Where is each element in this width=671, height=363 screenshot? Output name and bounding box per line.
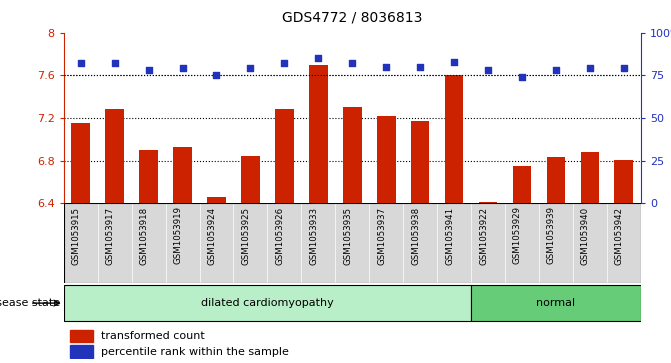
Point <box>279 61 290 66</box>
Bar <box>369 203 403 283</box>
Bar <box>105 109 124 203</box>
Point <box>482 67 493 73</box>
Bar <box>573 203 607 283</box>
Bar <box>241 156 260 203</box>
Text: dilated cardiomyopathy: dilated cardiomyopathy <box>201 298 333 308</box>
Bar <box>539 203 573 283</box>
Bar <box>166 203 199 283</box>
Point <box>619 66 629 72</box>
Text: percentile rank within the sample: percentile rank within the sample <box>101 347 289 356</box>
Point <box>551 67 562 73</box>
Bar <box>301 203 336 283</box>
Text: GSM1053915: GSM1053915 <box>72 207 81 265</box>
Text: disease state: disease state <box>0 298 60 308</box>
Text: transformed count: transformed count <box>101 331 205 341</box>
Point <box>313 55 323 61</box>
Bar <box>207 197 226 203</box>
Text: GDS4772 / 8036813: GDS4772 / 8036813 <box>282 11 423 25</box>
Text: GSM1053942: GSM1053942 <box>615 207 624 265</box>
Point <box>517 74 527 80</box>
Bar <box>615 160 633 203</box>
Bar <box>275 109 294 203</box>
Bar <box>547 158 565 203</box>
Bar <box>268 203 301 283</box>
Bar <box>478 202 497 203</box>
Point <box>381 64 392 70</box>
Bar <box>403 203 437 283</box>
Bar <box>505 203 539 283</box>
Bar <box>64 203 98 283</box>
Point <box>109 61 120 66</box>
Point <box>245 66 256 72</box>
Bar <box>98 203 132 283</box>
Text: GSM1053940: GSM1053940 <box>581 207 590 265</box>
Bar <box>377 116 396 203</box>
Text: GSM1053941: GSM1053941 <box>445 207 454 265</box>
Bar <box>140 150 158 203</box>
Point <box>347 61 358 66</box>
Bar <box>445 76 464 203</box>
Text: GSM1053918: GSM1053918 <box>140 207 148 265</box>
Point <box>75 61 86 66</box>
Bar <box>71 123 90 203</box>
Point <box>143 67 154 73</box>
Bar <box>513 166 531 203</box>
Bar <box>70 345 93 358</box>
Bar <box>411 121 429 203</box>
Bar <box>309 65 327 203</box>
Bar <box>234 203 268 283</box>
Text: GSM1053924: GSM1053924 <box>207 207 217 265</box>
Point <box>415 64 425 70</box>
Text: GSM1053933: GSM1053933 <box>309 207 318 265</box>
Bar <box>343 107 362 203</box>
Bar <box>471 203 505 283</box>
Text: GSM1053917: GSM1053917 <box>105 207 115 265</box>
Bar <box>336 203 369 283</box>
Text: GSM1053937: GSM1053937 <box>377 207 386 265</box>
Text: GSM1053922: GSM1053922 <box>479 207 488 265</box>
Text: GSM1053939: GSM1053939 <box>547 207 556 265</box>
Point <box>211 72 222 78</box>
FancyBboxPatch shape <box>471 285 641 321</box>
Text: GSM1053935: GSM1053935 <box>344 207 352 265</box>
Text: GSM1053925: GSM1053925 <box>242 207 250 265</box>
Text: GSM1053929: GSM1053929 <box>513 207 522 265</box>
Point <box>584 66 595 72</box>
Point <box>177 66 188 72</box>
Bar <box>199 203 234 283</box>
Bar <box>580 152 599 203</box>
FancyBboxPatch shape <box>64 285 471 321</box>
Bar <box>607 203 641 283</box>
Point <box>449 59 460 65</box>
Bar <box>437 203 471 283</box>
Text: GSM1053926: GSM1053926 <box>275 207 285 265</box>
Text: GSM1053938: GSM1053938 <box>411 207 420 265</box>
Text: GSM1053919: GSM1053919 <box>174 207 183 265</box>
Bar <box>173 147 192 203</box>
Text: normal: normal <box>536 298 576 308</box>
Bar <box>70 330 93 342</box>
Bar <box>132 203 166 283</box>
